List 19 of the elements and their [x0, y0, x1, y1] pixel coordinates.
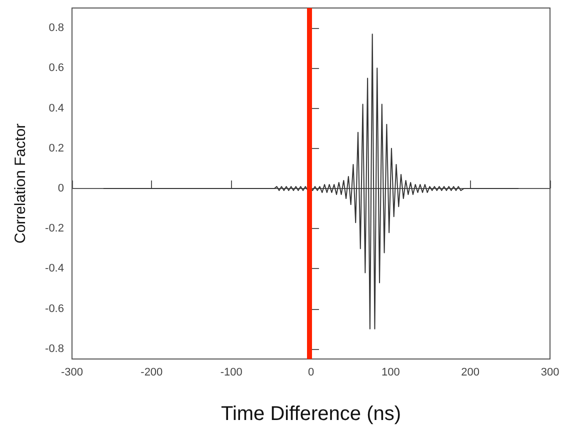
y-tick-label: -0.2 — [45, 222, 64, 235]
y-tick-label: 0.8 — [48, 22, 64, 34]
x-tick-label: -300 — [60, 366, 84, 378]
x-axis-title: Time Difference (ns) — [220, 403, 402, 425]
y-tick-label: 0 — [58, 182, 64, 195]
y-axis-title: Correlation Factor — [12, 123, 29, 244]
y-tick-label: 0.6 — [48, 62, 64, 74]
y-tick-label: -0.8 — [45, 342, 64, 355]
x-tick-label: 100 — [381, 366, 400, 378]
y-tick-label: 0.4 — [48, 102, 64, 114]
x-tick-label: -200 — [140, 366, 163, 378]
y-tick-label: -0.4 — [45, 262, 64, 275]
x-tick-label: 200 — [461, 366, 480, 378]
x-tick-label: 0 — [308, 366, 314, 378]
line-series — [103, 34, 519, 330]
y-tick-label: 0.2 — [48, 142, 64, 154]
x-tick-label: 300 — [540, 366, 560, 378]
x-tick-label: -100 — [220, 366, 242, 378]
y-tick-label: -0.6 — [45, 302, 64, 315]
